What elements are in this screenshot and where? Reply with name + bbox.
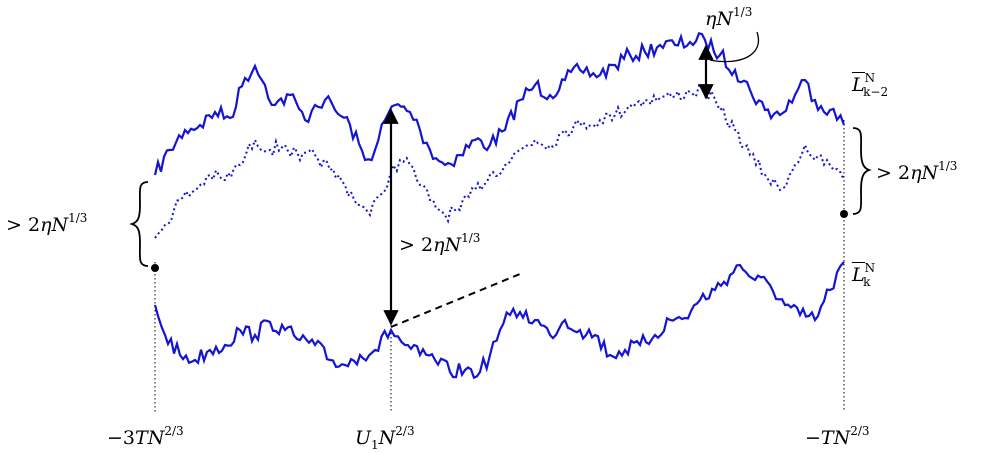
curve-bottom <box>153 261 845 380</box>
gap-label-top: ηN1/3 <box>705 5 753 30</box>
gap-label-left: > 2ηN1/3 <box>6 211 88 236</box>
x-label-mid: U1N2/3 <box>355 424 415 452</box>
curve-top-shifted-dotted <box>154 83 845 239</box>
brace-right <box>852 127 872 215</box>
label-pointer <box>709 31 760 63</box>
x-label-left: −3TN2/3 <box>107 424 184 449</box>
x-label-right: −TN2/3 <box>805 424 870 449</box>
endpoint-dot-right <box>840 210 848 218</box>
curve-top <box>153 31 846 176</box>
curve-label-top: LNk−2 <box>852 71 889 99</box>
dashed-tangent-line <box>390 273 521 328</box>
brace-left <box>129 181 149 267</box>
curve-label-bottom: LNk <box>852 261 876 289</box>
gap-label-right: > 2ηN1/3 <box>876 159 958 184</box>
endpoint-dot-left <box>151 264 159 272</box>
gap-label-mid: > 2ηN1/3 <box>399 231 481 256</box>
